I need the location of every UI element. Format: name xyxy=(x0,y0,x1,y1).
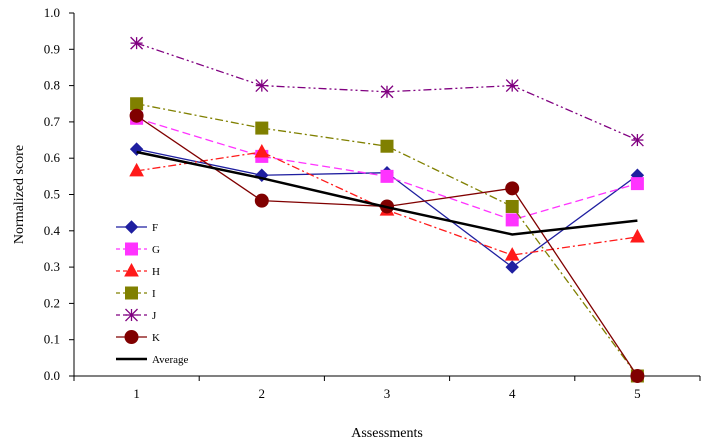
data-point-h xyxy=(254,143,270,158)
data-point-g xyxy=(630,177,644,191)
data-point-g xyxy=(380,169,394,183)
data-point-j xyxy=(380,85,394,99)
x-tick-label: 2 xyxy=(259,386,266,401)
legend-label-g: G xyxy=(152,244,160,256)
x-tick-label: 5 xyxy=(634,386,641,401)
series-lines xyxy=(129,36,645,383)
legend-marker-j xyxy=(125,308,138,322)
legend-label-f: F xyxy=(152,222,158,234)
data-point-g xyxy=(505,213,519,227)
data-point-i xyxy=(380,139,394,153)
data-point-h xyxy=(129,162,144,177)
x-tick-label: 4 xyxy=(509,386,516,401)
y-tick-label: 0.4 xyxy=(44,223,61,238)
legend-marker-i xyxy=(125,286,138,300)
legend-item-g: G xyxy=(116,242,160,256)
series-line-i xyxy=(136,103,638,377)
legend-label-average: Average xyxy=(152,354,189,366)
legend-label-k: K xyxy=(152,332,160,344)
data-point-f xyxy=(505,260,519,274)
y-tick-label: 0.5 xyxy=(44,187,60,202)
series-j xyxy=(130,36,644,147)
y-tick-label: 0.2 xyxy=(44,295,60,310)
legend-item-f: F xyxy=(116,220,158,234)
data-point-i xyxy=(505,199,519,213)
legend-item-k: K xyxy=(116,330,160,344)
y-axis-title: Normalized score xyxy=(12,145,27,244)
legend-item-i: I xyxy=(116,286,156,300)
y-tick-label: 0.0 xyxy=(44,368,60,383)
legend-item-average: Average xyxy=(116,354,189,366)
legend-item-h: H xyxy=(116,262,160,278)
legend-label-i: I xyxy=(152,288,156,300)
axes xyxy=(73,13,700,377)
y-tick-label: 1.0 xyxy=(44,5,60,20)
y-tick-label: 0.7 xyxy=(44,114,61,129)
x-tick-label: 3 xyxy=(384,386,391,401)
data-point-h xyxy=(630,228,645,243)
data-point-j xyxy=(130,36,144,50)
y-tick-label: 0.3 xyxy=(44,259,60,274)
x-tick-label: 1 xyxy=(133,386,140,401)
series-line-average xyxy=(136,150,638,236)
legend-marker-h xyxy=(124,262,139,277)
legend-marker-g xyxy=(125,242,138,256)
x-axis-title: Assessments xyxy=(351,426,423,441)
legend-marker-k xyxy=(124,330,139,344)
x-axis-ticks: 1 2 3 4 5 xyxy=(73,376,701,401)
y-tick-label: 0.8 xyxy=(44,78,60,93)
data-point-k xyxy=(129,108,144,123)
data-point-j xyxy=(630,133,644,147)
data-point-i xyxy=(130,97,144,111)
data-point-j xyxy=(505,79,519,93)
series-line-k xyxy=(136,115,638,377)
legend-label-h: H xyxy=(152,266,160,278)
data-point-k xyxy=(505,181,520,196)
data-point-k xyxy=(630,369,645,383)
legend-item-j: J xyxy=(116,308,157,322)
data-point-j xyxy=(255,79,269,93)
series-line-h xyxy=(136,151,638,256)
y-tick-label: 0.6 xyxy=(44,150,61,165)
data-point-h xyxy=(504,247,520,261)
legend-marker-f xyxy=(124,220,139,234)
data-point-i xyxy=(255,121,269,135)
y-tick-label: 0.1 xyxy=(44,332,60,347)
legend-label-j: J xyxy=(152,310,157,322)
y-axis-ticks: 0.0 0.1 0.2 0.3 0.4 0.5 0.6 0.7 0.8 0.9 1.0 xyxy=(44,5,74,383)
data-point-k xyxy=(254,193,269,208)
y-tick-label: 0.9 xyxy=(44,41,60,56)
series-average xyxy=(136,150,638,236)
